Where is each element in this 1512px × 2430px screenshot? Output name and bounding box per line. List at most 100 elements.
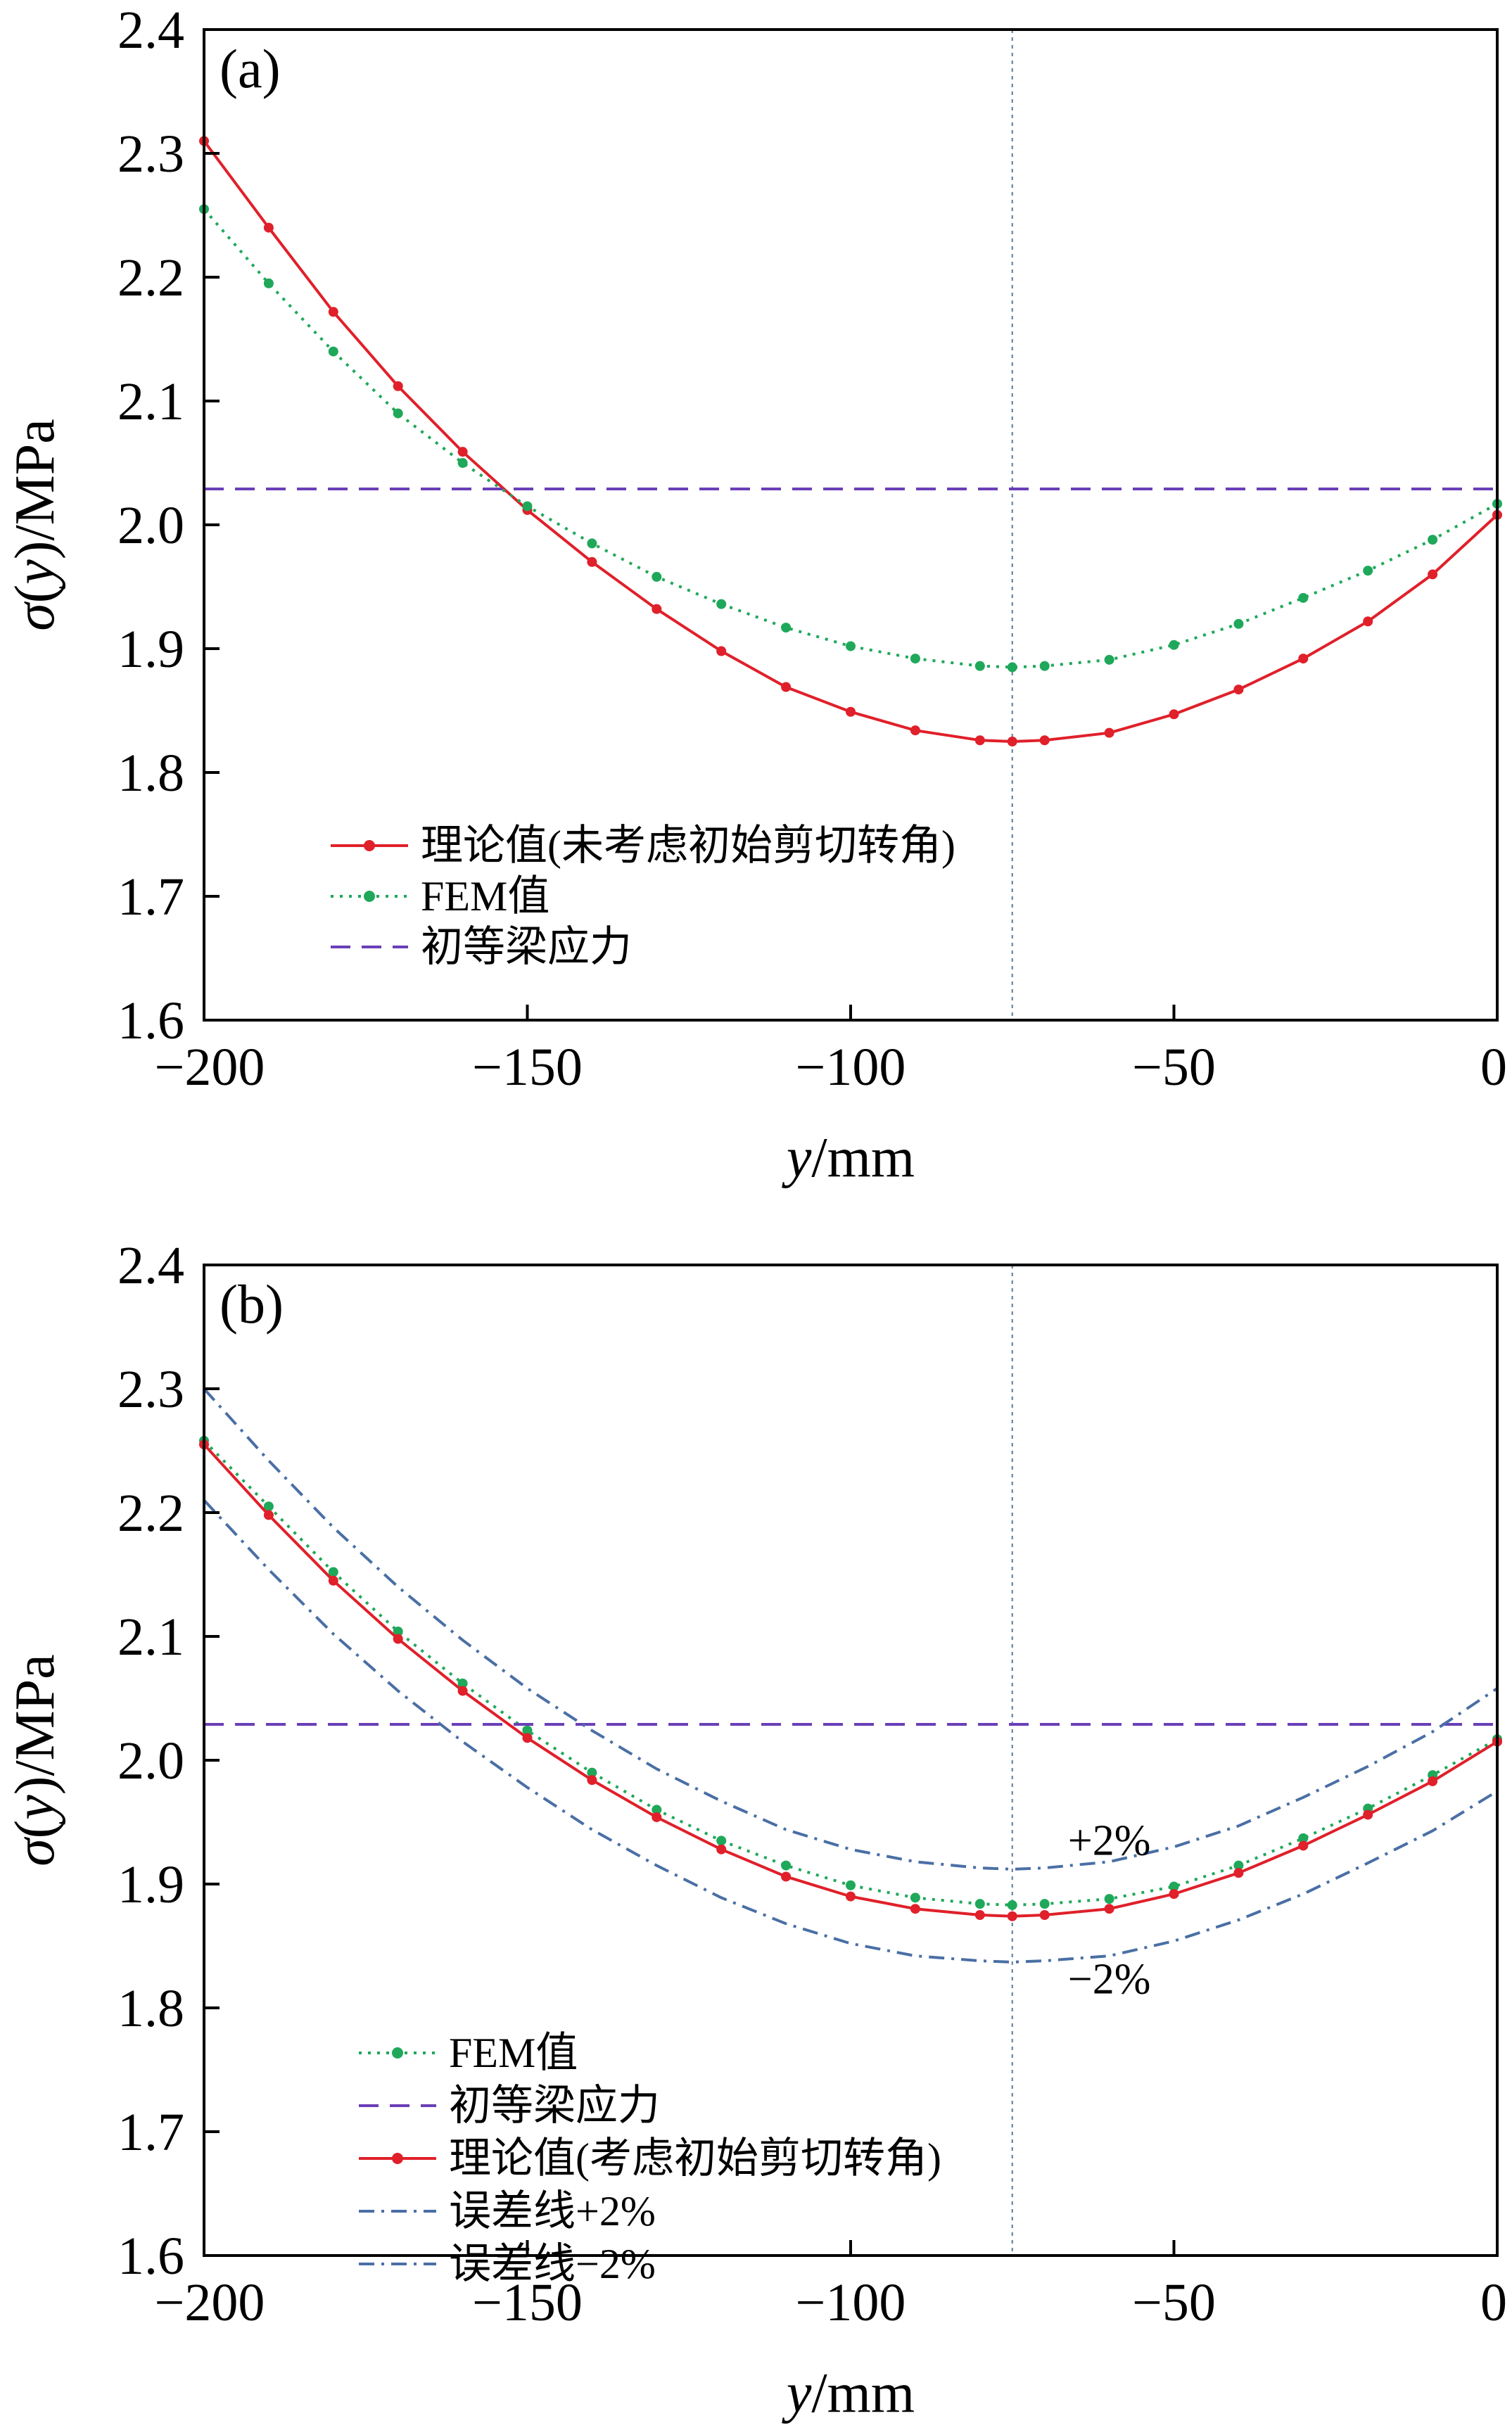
y-tick-label: 2.0 [117, 1731, 184, 1790]
data-point [781, 1871, 792, 1882]
y-axis-label-var: y [4, 559, 66, 590]
data-point [522, 1725, 533, 1736]
series-line [203, 208, 1498, 669]
x-tick-label: −50 [1132, 1038, 1216, 1097]
x-axis-label: y/mm [782, 2362, 915, 2424]
data-point [1104, 654, 1114, 665]
data-point [587, 538, 597, 549]
data-point [716, 1844, 727, 1855]
data-point [328, 346, 338, 357]
data-point [846, 641, 856, 651]
data-point [652, 1805, 662, 1815]
data-point [910, 1893, 920, 1903]
data-point [910, 1904, 920, 1914]
y-axis-label: σ(y)/MPa [4, 419, 66, 631]
legend-entry: 理论值(考虑初始剪切转角) [359, 2135, 941, 2182]
series-line [203, 140, 1499, 743]
y-axis-label: σ(y)/MPa [4, 1654, 66, 1866]
data-point [1298, 1833, 1309, 1843]
data-point [846, 706, 856, 717]
data-point [1233, 1860, 1244, 1871]
data-point [1104, 1894, 1114, 1904]
data-point [1007, 737, 1017, 746]
data-point [910, 654, 920, 664]
data-point [587, 1775, 597, 1786]
legend-entry: 误差线−2% [359, 2241, 656, 2287]
data-point [522, 1733, 533, 1743]
data-point [1233, 685, 1244, 695]
x-axis-label-unit: /mm [811, 2362, 915, 2424]
plot-frame [203, 28, 1499, 1022]
data-point [652, 1812, 662, 1822]
x-axis-label-var: y [782, 2362, 812, 2424]
data-point [781, 1860, 792, 1871]
legend-marker [364, 891, 375, 902]
y-tick-label: 2.1 [117, 372, 184, 431]
data-point [263, 278, 274, 288]
legend-label: FEM值 [421, 873, 549, 920]
data-point [393, 381, 403, 391]
series-0 [199, 1435, 1502, 1910]
y-tick-label: 1.6 [117, 991, 184, 1050]
data-point [1104, 1904, 1114, 1914]
data-point [457, 1686, 468, 1696]
legend-entry: 误差线+2% [359, 2188, 656, 2234]
data-point [1039, 1899, 1050, 1909]
y-tick-label: 2.3 [117, 1360, 184, 1419]
data-point [1298, 654, 1309, 664]
data-point [974, 1899, 985, 1909]
data-point [974, 1910, 985, 1920]
legend-label: 理论值(未考虑初始剪切转角) [421, 822, 955, 869]
series-3 [203, 1387, 1499, 1871]
data-point [1039, 1910, 1050, 1920]
y-tick-label: 1.8 [117, 1979, 184, 2038]
annotation-label: −2% [1068, 1956, 1151, 2004]
x-tick-label: −50 [1132, 2273, 1216, 2332]
data-point [1007, 1900, 1017, 1910]
data-point [393, 1634, 403, 1644]
legend-label: 误差线−2% [449, 2241, 656, 2287]
data-point [716, 1836, 727, 1846]
y-tick-label: 1.7 [117, 2103, 184, 2162]
x-tick-label: 0 [1480, 1038, 1507, 1097]
data-point [1007, 662, 1017, 673]
chart-panel-b: 1.6 1.7 1.8 1.9 2.0 2.1 2.2 2.3 2.4 −200 −150 −100 −… [4, 1236, 1507, 2424]
data-point [1169, 1881, 1179, 1892]
legend-label: 理论值(考虑初始剪切转角) [449, 2135, 941, 2182]
y-tick-label: 2.4 [117, 1236, 184, 1295]
data-point [974, 735, 985, 746]
data-point [846, 1891, 856, 1902]
data-point [1428, 569, 1438, 580]
x-axis-label-unit: /mm [811, 1127, 915, 1189]
annotation-label: +2% [1068, 1817, 1151, 1864]
data-point [1428, 535, 1438, 545]
data-point [393, 408, 403, 419]
y-axis-label-open: ( [4, 1820, 66, 1839]
data-point [393, 1626, 403, 1636]
y-axis-label-sigma: σ [4, 602, 66, 631]
x-tick-label: −200 [155, 2273, 265, 2332]
data-point [263, 1501, 274, 1512]
y-tick-label: 1.6 [117, 2227, 184, 2286]
data-point [457, 447, 468, 457]
data-point [1233, 618, 1244, 629]
y-tick-label: 1.9 [117, 620, 184, 679]
data-point [1007, 1911, 1017, 1921]
data-point [1298, 592, 1309, 603]
x-axis-label-var: y [782, 1127, 812, 1189]
x-axis-label: y/mm [782, 1127, 915, 1189]
data-point [587, 1767, 597, 1778]
y-tick-label: 2.4 [117, 1, 184, 60]
y-tick-label: 1.8 [117, 744, 184, 803]
x-tick-label: −100 [796, 1038, 906, 1097]
series-0 [199, 136, 1502, 746]
legend-marker [392, 2047, 403, 2059]
data-point [1363, 1809, 1373, 1820]
data-point [1428, 1776, 1438, 1786]
data-point [1169, 709, 1179, 720]
data-point [457, 458, 468, 468]
y-tick-label: 2.2 [117, 1484, 184, 1543]
legend-marker [364, 840, 375, 851]
y-axis-label-var: y [4, 1795, 66, 1825]
data-point [1233, 1868, 1244, 1878]
